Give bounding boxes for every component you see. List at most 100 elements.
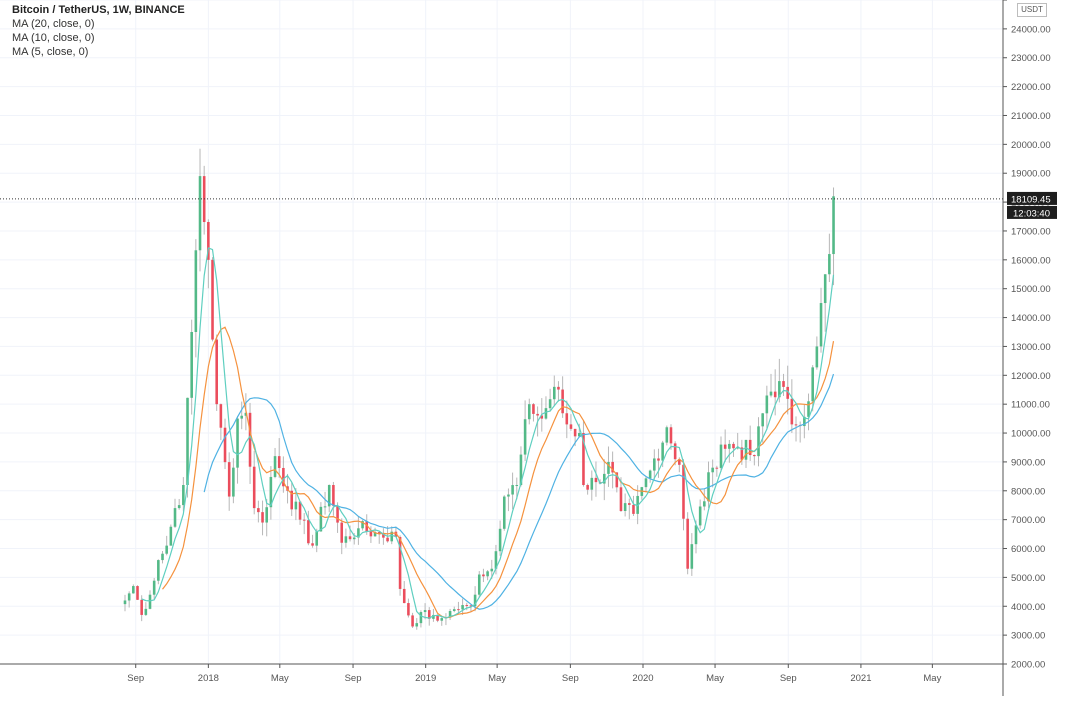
currency-unit-badge[interactable]: USDT xyxy=(1017,3,1047,17)
price-tick-label: 5000.00 xyxy=(1011,573,1045,584)
candle-body xyxy=(803,416,806,427)
candle-body xyxy=(148,594,152,609)
price-tick-label: 14000.00 xyxy=(1011,313,1051,324)
candle-body xyxy=(365,521,369,532)
candle-body xyxy=(132,586,135,594)
candle-body xyxy=(377,532,381,535)
candle-body xyxy=(607,461,610,474)
candle-body xyxy=(402,588,406,604)
candle-body xyxy=(332,485,335,506)
candle-body xyxy=(786,386,789,399)
candle-body xyxy=(657,458,660,461)
candle-body xyxy=(561,389,564,414)
candle-body xyxy=(252,466,256,509)
candle-body xyxy=(586,485,589,490)
candle-body xyxy=(440,618,444,621)
candle-body xyxy=(373,532,377,537)
candle-body xyxy=(240,415,243,419)
candle-body xyxy=(582,433,585,486)
price-tick-label: 3000.00 xyxy=(1011,631,1045,642)
candle-body xyxy=(340,522,344,543)
candle-body xyxy=(394,531,398,537)
candle-body xyxy=(511,485,514,495)
candle-body xyxy=(477,574,481,595)
candle-body xyxy=(502,496,506,529)
candle-body xyxy=(611,461,614,473)
candle-body xyxy=(386,537,389,542)
candle-body xyxy=(632,504,635,514)
candle-body xyxy=(140,599,143,615)
price-tick-label: 13000.00 xyxy=(1011,342,1051,353)
countdown-value: 12:03:40 xyxy=(1013,208,1050,219)
candle-body xyxy=(186,397,189,486)
price-tick-label: 15000.00 xyxy=(1011,284,1051,295)
price-tick-label: 9000.00 xyxy=(1011,457,1045,468)
candle-body xyxy=(207,222,210,260)
candle-body xyxy=(686,518,689,569)
candle-body xyxy=(628,503,631,505)
candle-body xyxy=(432,614,435,619)
candle-body xyxy=(778,381,781,398)
candle-body xyxy=(794,424,798,426)
candle-body xyxy=(407,603,410,616)
candle-body xyxy=(578,433,581,437)
candle-body xyxy=(515,485,519,487)
candle-body xyxy=(644,478,648,488)
candle-body xyxy=(336,505,339,523)
candle-body xyxy=(569,424,573,429)
candle-body xyxy=(552,386,556,400)
candle-body xyxy=(257,508,260,513)
ma5-label[interactable]: MA (5, close, 0) xyxy=(12,46,89,58)
candle-body xyxy=(169,526,173,546)
candle-body xyxy=(823,274,827,304)
candle-body xyxy=(436,614,439,621)
candle-body xyxy=(769,391,773,396)
price-tick-label: 20000.00 xyxy=(1011,140,1051,151)
candle-body xyxy=(215,339,218,405)
candle-body xyxy=(723,444,727,449)
candle-body xyxy=(194,250,198,332)
candle-body xyxy=(311,543,314,546)
candle-body xyxy=(461,605,464,610)
candle-body xyxy=(573,428,577,437)
ma10-label[interactable]: MA (10, close, 0) xyxy=(12,32,95,44)
candle-body xyxy=(536,413,539,416)
candle-body xyxy=(665,427,669,443)
candle-body xyxy=(411,615,414,627)
candle-body xyxy=(298,501,302,520)
candle-body xyxy=(661,442,664,461)
candle-body xyxy=(182,485,185,506)
candle-body xyxy=(294,501,298,510)
last-price-value: 18109.45 xyxy=(1011,194,1051,205)
candle-body xyxy=(653,458,656,471)
candle-body xyxy=(227,462,231,497)
price-tick-label: 12000.00 xyxy=(1011,371,1051,382)
candle-body xyxy=(619,487,623,511)
candle-body xyxy=(244,412,248,416)
time-tick-label: May xyxy=(488,673,506,684)
last-price-tag xyxy=(1007,191,1057,205)
symbol-title[interactable]: Bitcoin / TetherUS, 1W, BINANCE xyxy=(12,4,185,16)
candle-body xyxy=(678,459,681,465)
candle-body xyxy=(315,531,319,546)
time-tick-label: May xyxy=(923,673,941,684)
ma20-label[interactable]: MA (20, close, 0) xyxy=(12,18,95,30)
time-tick-label: May xyxy=(706,673,724,684)
candle-body xyxy=(157,560,160,581)
candle-body xyxy=(265,507,268,523)
candle-body xyxy=(532,404,535,414)
candle-body xyxy=(357,528,360,538)
candle-body xyxy=(494,551,498,569)
candle-body xyxy=(307,520,310,544)
candle-body xyxy=(327,485,331,507)
candle-body xyxy=(282,467,285,487)
candle-body xyxy=(648,470,652,479)
candle-body xyxy=(523,419,527,455)
time-tick-label: 2021 xyxy=(850,673,871,684)
time-tick-label: Sep xyxy=(562,673,579,684)
price-tick-label: 24000.00 xyxy=(1011,24,1051,35)
price-tick-label: 23000.00 xyxy=(1011,53,1051,64)
candle-body xyxy=(815,346,819,368)
